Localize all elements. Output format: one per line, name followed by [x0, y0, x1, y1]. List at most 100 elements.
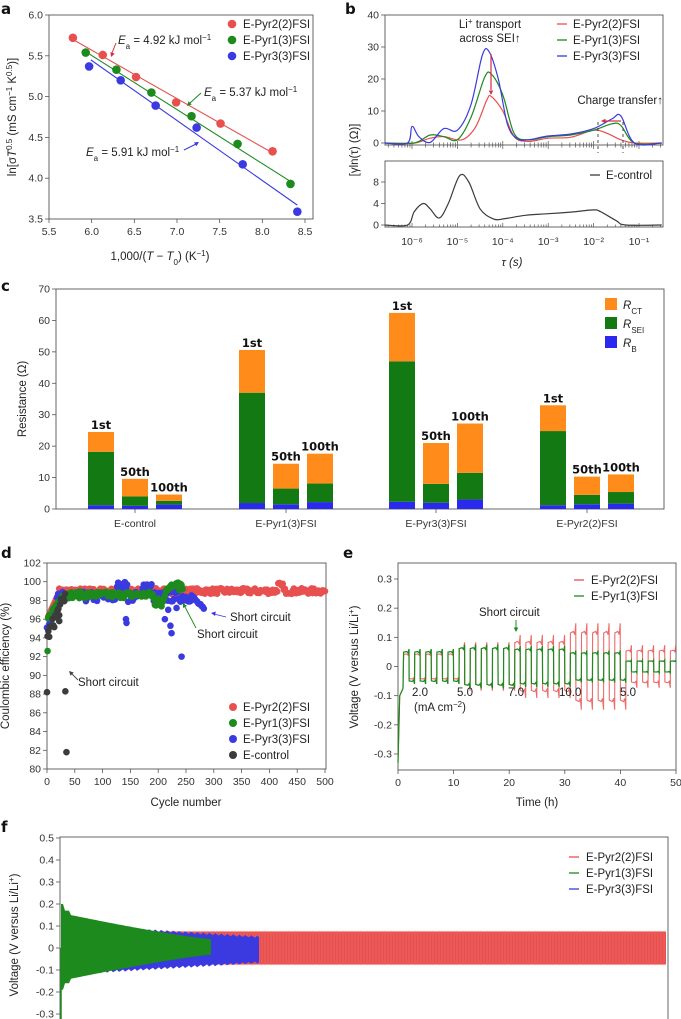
- bar-segment-rct: [239, 349, 265, 393]
- y-axis-bottom-tick-label: 0: [373, 220, 379, 232]
- bar-segment-rb: [156, 504, 182, 509]
- bar-segment-rsei: [389, 361, 415, 502]
- drt-curve-control: [384, 173, 662, 227]
- panel-a-arrhenius-plot: 3.5 4.0 4.5 5.0 5.5 6.0 5.5 6.0 6.5 7.0 7.5 8.0 8.5 1…: [5, 10, 314, 267]
- bar-segment-rsei: [122, 496, 148, 506]
- bar-segment-rb: [273, 504, 299, 509]
- cycle-label: 50th: [120, 465, 150, 479]
- cycle-label: 50th: [572, 463, 602, 477]
- x-axis-tick-label: 500: [316, 776, 334, 788]
- data-point: [131, 72, 141, 82]
- x-axis-tick-label: 7.0: [170, 226, 185, 238]
- y-axis-top-tick-label: 10: [367, 106, 379, 118]
- plot-frame: [48, 14, 314, 220]
- x-axis-tick-label: 10⁻⁶: [401, 236, 423, 248]
- charge-transfer-label: Charge transfer↑: [577, 95, 663, 107]
- data-point-pyr22: [321, 587, 329, 595]
- annotation-arrow-line: [189, 92, 202, 104]
- cycle-label: 50th: [271, 450, 301, 464]
- short-circuit-label: Short circuit: [479, 607, 541, 619]
- legend-label: E-Pyr1(3)FSI: [243, 35, 310, 47]
- legend-label: E-Pyr2(2)FSI: [243, 19, 310, 31]
- plot-frame-top: [384, 14, 664, 146]
- legend-label: E-Pyr3(3)FSI: [243, 734, 310, 746]
- y-axis-label: ln[σT0.5 (mS cm−1 K0.5)]: [5, 58, 20, 176]
- data-point-control-outlier: [62, 687, 69, 695]
- plot-frame: [59, 836, 669, 1019]
- x-axis-tick-label: 20: [503, 777, 515, 789]
- bar-segment-rct: [608, 474, 634, 493]
- annotation-arrow-line: [183, 143, 197, 151]
- x-axis-tick-label: 6.5: [127, 226, 142, 238]
- bar-segment-rb: [608, 503, 634, 509]
- annotation-arrowhead: [183, 603, 188, 608]
- panel-b-drt-plot: 010203040E-Pyr2(2)FSIE-Pyr1(3)FSIE-Pyr3(…: [349, 10, 664, 269]
- x-axis-category-label: E-control: [114, 518, 156, 530]
- bar-segment-rb: [389, 501, 415, 509]
- data-point: [233, 139, 242, 149]
- cycle-label: 100th: [301, 440, 339, 454]
- y-axis-label: Coulombic efficiency (%): [0, 603, 12, 730]
- data-point-control: [55, 611, 63, 619]
- legend-label: E-Pyr2(2)FSI: [586, 852, 653, 864]
- y-axis-tick-label: 94: [29, 632, 41, 644]
- data-point-control: [60, 597, 68, 605]
- y-axis-bottom-tick-label: 4: [373, 198, 379, 210]
- data-point: [112, 65, 121, 74]
- bar-segment-rct: [122, 478, 148, 497]
- bar-segment-rsei: [273, 488, 299, 505]
- y-axis-tick-label: 30: [38, 409, 50, 421]
- y-axis-tick-label: 92: [29, 651, 41, 663]
- y-axis-tick-label: -0.2: [36, 987, 54, 999]
- y-axis-tick-label: 0.4: [39, 855, 54, 867]
- annotation-arrowhead: [488, 90, 494, 95]
- x-axis-tick-label: 400: [261, 776, 279, 788]
- y-axis-tick-label: 88: [29, 689, 41, 701]
- cycle-label: 50th: [421, 429, 451, 443]
- data-point-pyr33-outlier: [167, 622, 174, 630]
- annotation-arrowhead: [601, 118, 606, 124]
- y-axis-tick-label: -0.3: [36, 1009, 54, 1019]
- data-point: [147, 88, 156, 97]
- x-axis-tick-label: 200: [149, 776, 167, 788]
- x-axis-tick-label: 450: [288, 776, 306, 788]
- li-transport-label: Li+ transport: [459, 17, 522, 32]
- x-axis-label: 1,000/(T − T0) (K−1): [111, 249, 210, 267]
- activation-energy-label-pyr33: Ea = 5.91 kJ mol−1: [86, 145, 180, 163]
- current-density-unit: (mA cm−2): [414, 700, 466, 715]
- x-axis-tick-label: 10⁻³: [538, 236, 559, 248]
- y-axis-tick-label: 40: [38, 378, 50, 390]
- y-axis-tick-label: 102: [23, 558, 41, 570]
- current-density-label: 2.0: [412, 687, 428, 699]
- panel-e-rate-voltage-plot: -0.3 -0.2 -0.1 0 0.1 0.2 0.3 0 10 20 30 40 50 Time (h…: [347, 562, 681, 809]
- bar-segment-rct: [273, 463, 299, 489]
- y-axis-tick-label: 20: [38, 441, 50, 453]
- x-axis-tick-label: 10⁻⁴: [492, 236, 514, 248]
- y-axis-tick-label: 50: [38, 346, 50, 358]
- plot-frame-bottom: [384, 160, 664, 228]
- data-point: [68, 33, 78, 43]
- data-point: [151, 101, 160, 110]
- y-axis-tick-label: 0.1: [377, 632, 392, 644]
- data-point-control-outlier: [63, 748, 70, 756]
- legend-label: E-control: [243, 750, 289, 762]
- legend-swatch: [605, 317, 617, 329]
- legend-marker: [227, 19, 237, 29]
- plot-frame: [46, 562, 327, 770]
- legend-label: E-Pyr2(2)FSI: [591, 575, 658, 587]
- bar-segment-rb: [122, 505, 148, 509]
- activation-energy-label-pyr13: Ea = 5.37 kJ mol−1: [204, 85, 298, 103]
- short-circuit-label-pyr13: Short circuit: [197, 629, 259, 641]
- x-axis-label: Cycle number: [151, 797, 222, 809]
- legend-label: E-Pyr3(3)FSI: [243, 51, 310, 63]
- y-axis-tick-label: 0.3: [377, 574, 392, 586]
- voltage-band-pyr13: [61, 904, 211, 990]
- legend-marker: [227, 51, 237, 61]
- legend-swatch: [605, 298, 617, 310]
- fit-line-0: [72, 39, 273, 154]
- data-point-pyr13: [161, 592, 169, 599]
- y-axis-tick-label: 86: [29, 707, 41, 719]
- annotation-arrow-line: [111, 42, 117, 54]
- cycle-label: 100th: [150, 481, 188, 495]
